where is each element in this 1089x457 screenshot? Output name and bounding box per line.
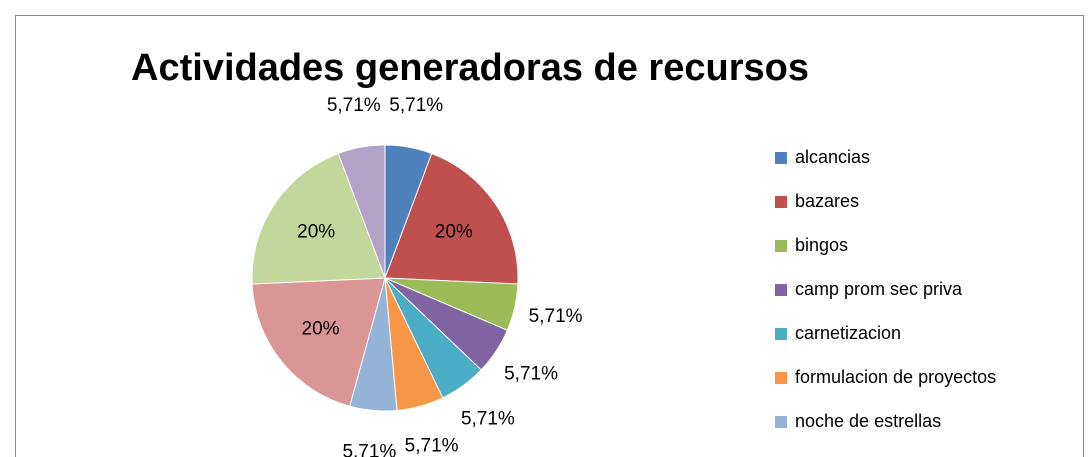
pie-slice (251, 152, 386, 285)
data-label: 5,71% (405, 436, 459, 457)
legend-swatch (775, 240, 787, 252)
legend-label: carnetizacion (795, 323, 901, 343)
legend-label: bingos (795, 235, 848, 255)
pie-slice (251, 277, 386, 407)
data-label: 20% (297, 222, 335, 243)
legend-swatch (775, 284, 787, 296)
legend-swatch (775, 416, 787, 428)
chart-title: Actividades generadoras de recursos (131, 47, 809, 89)
data-label: 5,71% (342, 441, 396, 457)
data-label: 20% (302, 318, 340, 339)
chart-frame (15, 15, 1084, 457)
legend-label: formulacion de proyectos (795, 367, 996, 387)
legend-label: bazares (795, 191, 859, 211)
data-label: 5,71% (504, 363, 558, 384)
legend-swatch (775, 328, 787, 340)
legend-swatch (775, 196, 787, 208)
pie-slice (384, 152, 519, 285)
legend-swatch (775, 372, 787, 384)
data-label: 20% (435, 222, 473, 243)
legend-label: camp prom sec priva (795, 279, 963, 299)
legend-label: alcancias (795, 147, 870, 167)
legend-label: noche de estrellas (795, 411, 941, 431)
data-label: 5,71% (327, 95, 381, 116)
data-label: 5,71% (529, 306, 583, 327)
pie-slice (337, 144, 386, 279)
data-label: 5,71% (389, 95, 443, 116)
legend-swatch (775, 152, 787, 164)
data-label: 5,71% (461, 409, 515, 430)
